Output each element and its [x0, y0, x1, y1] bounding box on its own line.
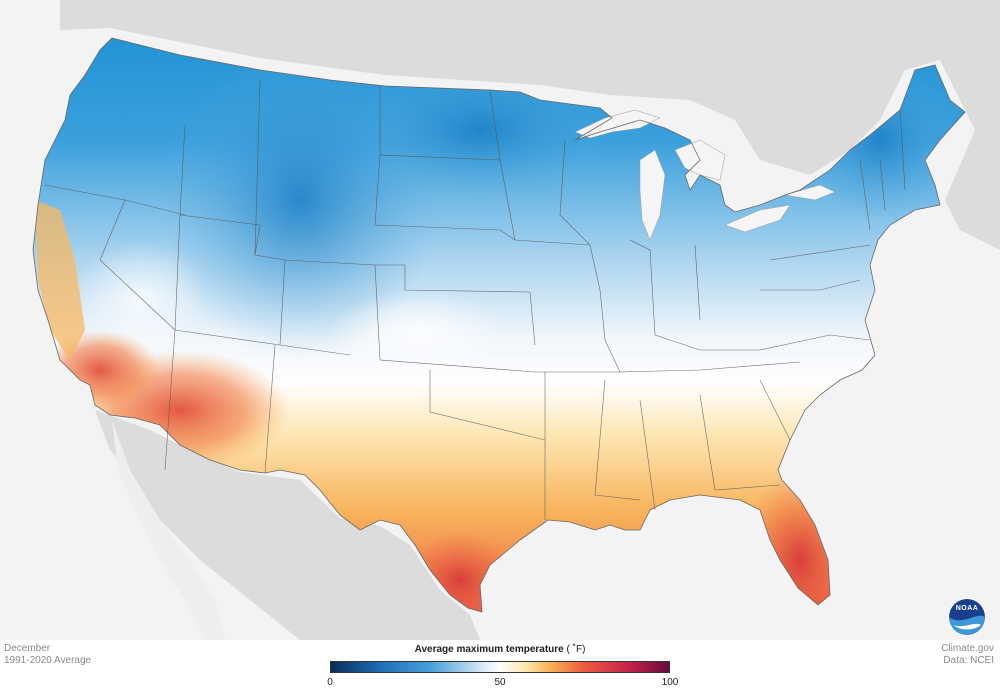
neighboring-land: [60, 0, 1000, 640]
temperature-map: [32, 0, 1000, 640]
legend-tick-mid: 50: [494, 677, 506, 688]
source-info: Climate.gov Data: NCEI: [941, 643, 994, 667]
legend-title-row: Average maximum temperature ( ˚F): [330, 643, 670, 657]
noaa-logo-text: NOAA: [955, 605, 979, 612]
legend-unit: ( ˚F): [566, 644, 586, 655]
legend-tick-min: 0: [327, 677, 333, 688]
legend-title: Average maximum temperature: [414, 644, 564, 655]
source-data: Data: NCEI: [943, 655, 994, 666]
noaa-logo-icon: [948, 598, 986, 636]
footer: December 1991-2020 Average Average maxim…: [0, 640, 1000, 690]
period-info: December 1991-2020 Average: [4, 643, 91, 667]
legend-color-bar: [330, 661, 670, 673]
source-site: Climate.gov: [941, 643, 994, 654]
great-lakes: [574, 109, 836, 241]
period-month: December: [4, 643, 51, 654]
temperature-surface: [33, 38, 965, 612]
state-borders: [44, 79, 906, 520]
color-legend: Average maximum temperature ( ˚F) 0 50 1…: [327, 643, 678, 688]
period-range: 1991-2020 Average: [4, 655, 92, 666]
map-panel: NOAA: [0, 0, 1000, 640]
legend-tick-max: 100: [661, 677, 679, 688]
